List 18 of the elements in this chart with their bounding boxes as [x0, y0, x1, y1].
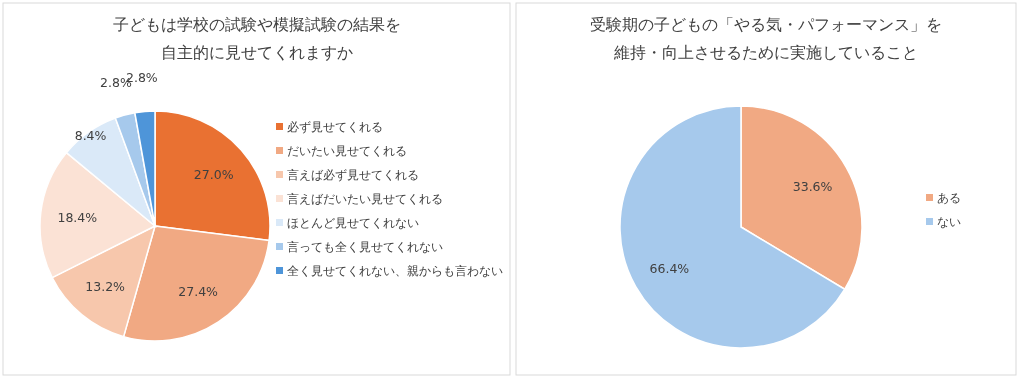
data-label: 13.2%: [85, 279, 126, 295]
chart-title: 子どもは学校の試験や模擬試験の結果を自主的に見せてくれますか: [112, 15, 401, 62]
legend-label: ほとんど見せてくれない: [287, 216, 419, 230]
legend-label: だいたい見せてくれる: [287, 144, 407, 158]
data-label: 66.4%: [649, 260, 690, 276]
data-label: 18.4%: [57, 210, 98, 226]
data-label: 33.6%: [792, 179, 833, 195]
data-label: 27.4%: [178, 284, 219, 300]
data-label: 8.4%: [74, 127, 107, 143]
legend-label: ない: [937, 215, 961, 229]
legend-label: 言えばだいたい見せてくれる: [287, 192, 443, 206]
legend-label: 言っても全く見せてくれない: [287, 240, 443, 254]
legend-label: 全く見せてくれない、親からも言わない: [287, 264, 503, 278]
legend-label: ある: [937, 191, 961, 205]
legend-label: 言えば必ず見せてくれる: [287, 168, 419, 182]
data-label: 27.0%: [193, 167, 234, 183]
legend-label: 必ず見せてくれる: [287, 120, 383, 134]
chart-title: 受験期の子どもの「やる気・パフォーマンス」を維持・向上させるために実施していること: [590, 15, 942, 62]
